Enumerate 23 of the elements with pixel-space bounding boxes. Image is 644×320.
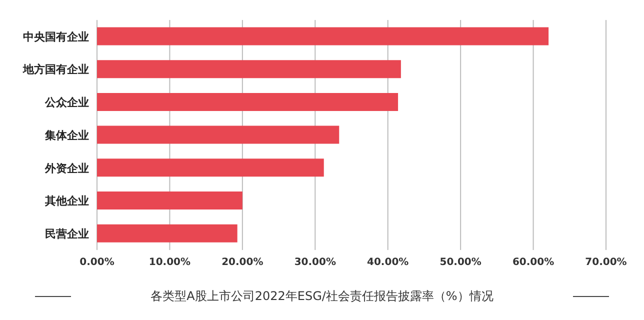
x-tick-label: 40.00%	[367, 257, 409, 268]
bar	[97, 126, 340, 144]
x-tick-label: 30.00%	[294, 257, 336, 268]
x-tick-label: 50.00%	[440, 257, 482, 268]
bar	[97, 158, 324, 177]
x-tick-label: 0.00%	[80, 257, 114, 268]
y-tick-label: 外资企业	[44, 162, 89, 175]
y-tick-label: 其他企业	[44, 194, 89, 208]
y-tick-label: 地方国有企业	[22, 63, 89, 76]
bar	[97, 192, 242, 210]
y-tick-label: 公众企业	[44, 96, 89, 110]
y-tick-label: 集体企业	[44, 128, 89, 142]
bar	[97, 27, 549, 46]
x-tick-label: 20.00%	[222, 257, 264, 268]
bar	[97, 60, 401, 78]
text: 各类型A股上市公司2022年ESG/社会责任报告披露率（%）情况	[150, 288, 494, 305]
y-tick-label: 民营企业	[45, 227, 89, 240]
bar	[97, 92, 398, 111]
x-tick-label: 70.00%	[585, 257, 627, 268]
x-tick-label: 60.00%	[512, 257, 554, 268]
bar	[97, 224, 238, 242]
y-tick-label: 中央国有企业	[23, 30, 89, 44]
x-tick-label: 10.00%	[148, 257, 191, 268]
